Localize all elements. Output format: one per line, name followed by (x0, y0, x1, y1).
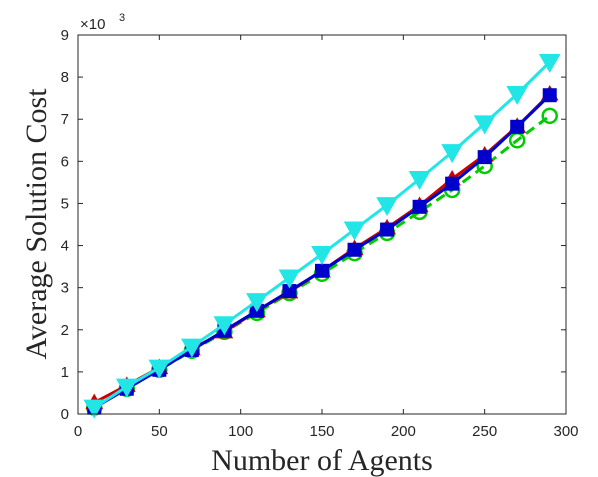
data-point (506, 85, 529, 105)
y-tick-label: 5 (61, 195, 69, 212)
x-tick-label: 0 (74, 423, 82, 440)
y-multiplier-base: ×10 (80, 16, 105, 33)
data-point (445, 176, 460, 191)
data-point (441, 144, 463, 164)
series-2 (87, 88, 557, 415)
y-tick-label: 9 (61, 27, 69, 44)
data-point (538, 53, 561, 73)
tick-layer: 0 50 100 150 200 250 300 0 1 2 3 4 5 6 7 8 9 (61, 27, 579, 440)
data-point (115, 378, 138, 398)
y-tick-label: 2 (61, 322, 69, 339)
data-point (246, 293, 268, 313)
y-multiplier-exponent: 3 (119, 12, 125, 24)
x-tick-label: 50 (151, 423, 168, 440)
y-tick-label: 3 (61, 280, 69, 297)
y-tick-label: 6 (61, 153, 69, 170)
y-tick-label: 4 (61, 238, 69, 255)
data-point (181, 338, 203, 358)
data-point (278, 269, 301, 289)
data-point (213, 316, 236, 336)
data-point (343, 221, 366, 241)
data-point (315, 263, 329, 278)
series-3 (83, 53, 561, 419)
data-point (473, 115, 496, 135)
data-point (83, 399, 106, 419)
y-tick-label: 7 (61, 111, 69, 128)
data-point (477, 150, 492, 165)
x-tick-label: 200 (391, 423, 416, 440)
plot-background (78, 35, 566, 414)
x-tick-label: 100 (228, 423, 253, 440)
data-point (376, 197, 398, 217)
series-layer (83, 53, 561, 419)
x-tick-label: 150 (309, 423, 334, 440)
y-multiplier: ×10 3 (80, 12, 125, 33)
data-point (347, 242, 362, 257)
x-tick-label: 250 (472, 423, 497, 440)
y-tick-label: 1 (61, 364, 69, 381)
x-axis-label: Number of Agents (211, 444, 433, 477)
x-tick-label: 300 (553, 423, 578, 440)
data-point (408, 171, 431, 191)
y-tick-label: 0 (61, 406, 69, 423)
data-point (311, 245, 333, 265)
data-point (148, 359, 171, 379)
data-point (380, 222, 395, 237)
data-point (541, 107, 558, 125)
plot-area (78, 35, 566, 414)
data-point (510, 119, 525, 134)
data-point (542, 88, 557, 103)
y-axis-label: Average Solution Cost (20, 88, 53, 360)
data-point (412, 199, 427, 214)
y-tick-label: 8 (61, 69, 69, 86)
